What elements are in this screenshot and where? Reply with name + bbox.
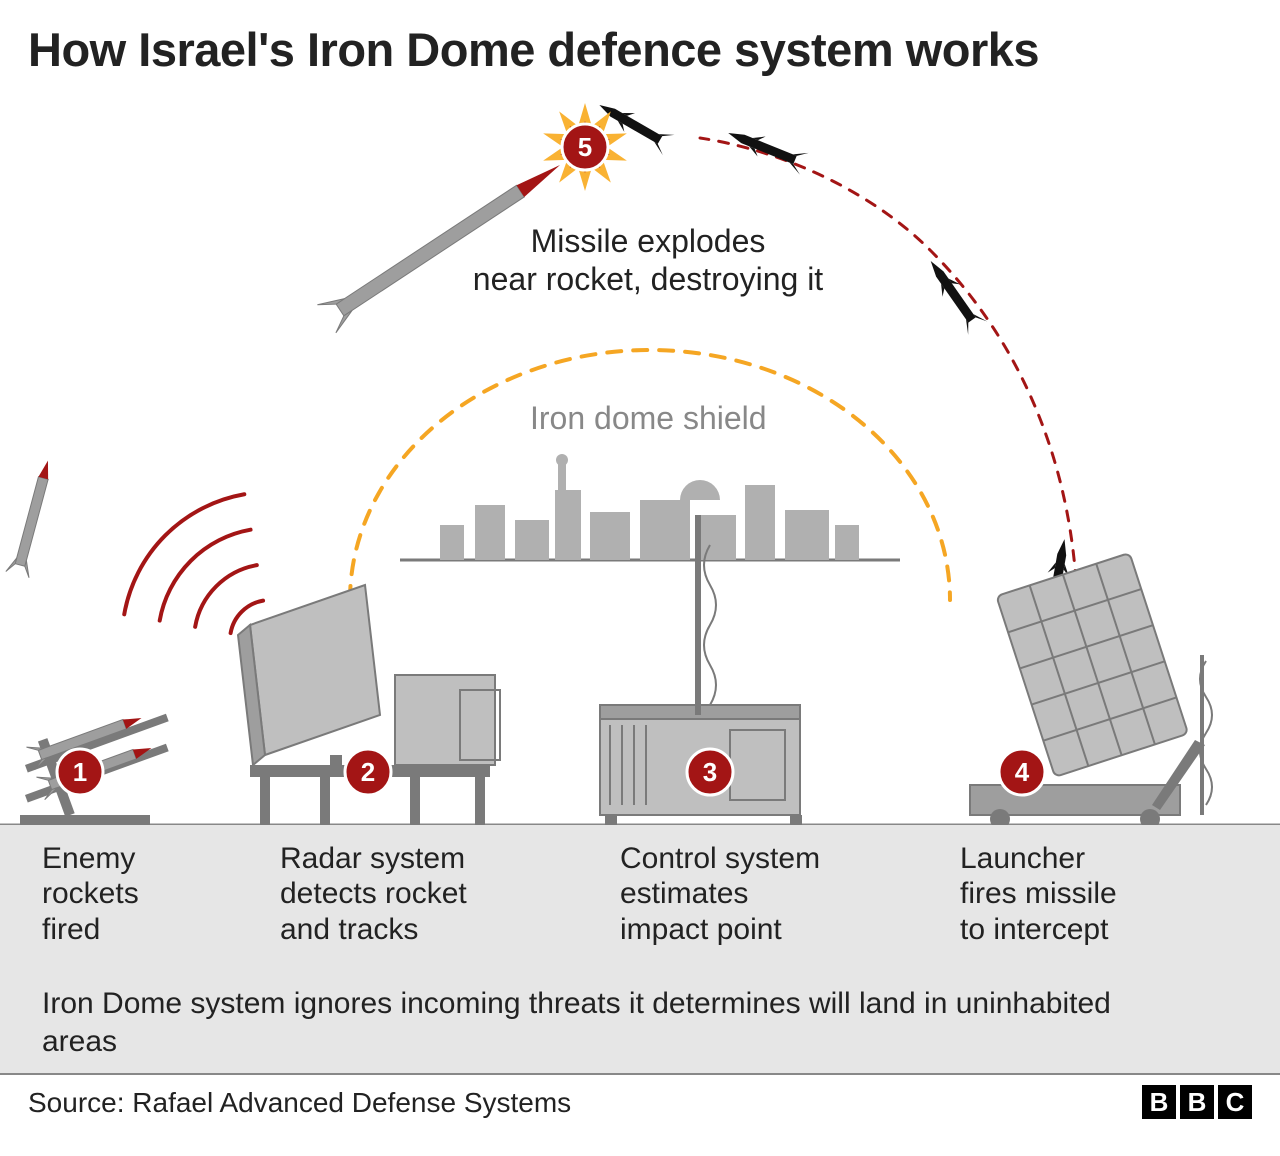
infographic-stage: How Israel's Iron Dome defence system wo… [0,0,1280,1156]
bbc-logo-letter: B [1180,1085,1214,1119]
city-skyline [400,454,900,560]
radar-waves-icon [124,494,263,633]
bbc-logo-letter: B [1142,1085,1176,1119]
step-caption-4: Launcherfires missileto intercept [960,841,1260,947]
svg-text:3: 3 [703,757,717,787]
footer-divider [0,1073,1280,1075]
svg-text:2: 2 [361,757,375,787]
svg-text:5: 5 [578,132,592,162]
step-caption-2: Radar systemdetects rocketand tracks [280,841,580,947]
bbc-logo-letter: C [1218,1085,1252,1119]
source-label: Source: Rafael Advanced Defense Systems [28,1087,571,1119]
footnote: Iron Dome system ignores incoming threat… [42,985,1122,1060]
step5-caption-line1: Missile explodes [531,223,766,259]
shield-arc [350,350,950,600]
step5-caption-line2: near rocket, destroying it [473,261,823,297]
step5-caption: Missile explodes near rocket, destroying… [438,222,858,299]
svg-text:4: 4 [1015,757,1030,787]
svg-text:1: 1 [73,757,87,787]
step-caption-3: Control systemestimatesimpact point [620,841,920,947]
bbc-logo: BBC [1142,1085,1252,1119]
shield-label: Iron dome shield [530,400,767,437]
